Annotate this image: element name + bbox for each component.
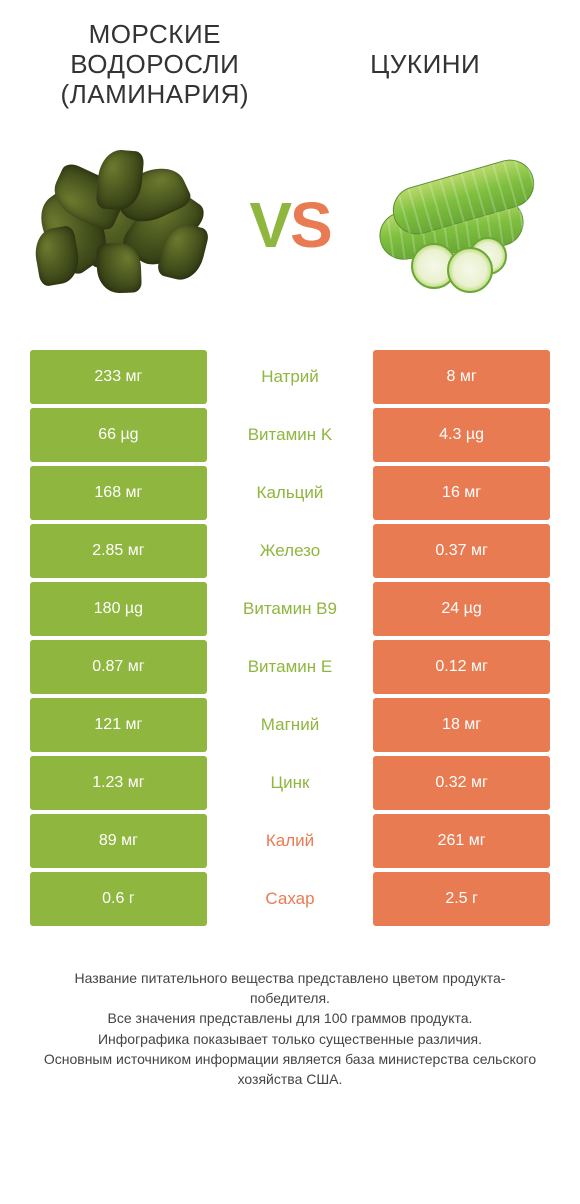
table-row: 180 µgВитамин B924 µg	[30, 582, 550, 636]
footer-line-4: Основным источником информации является …	[42, 1049, 538, 1090]
nutrient-label: Витамин B9	[207, 582, 373, 636]
value-left: 233 мг	[30, 350, 207, 404]
value-left: 1.23 мг	[30, 756, 207, 810]
seaweed-icon	[36, 150, 211, 300]
value-right: 16 мг	[373, 466, 550, 520]
value-left: 0.6 г	[30, 872, 207, 926]
table-row: 0.87 мгВитамин E0.12 мг	[30, 640, 550, 694]
nutrient-label: Кальций	[207, 466, 373, 520]
value-right: 4.3 µg	[373, 408, 550, 462]
title-right: ЦУКИНИ	[300, 50, 550, 80]
infographic-wrap: МОРСКИЕ ВОДОРОСЛИ (ЛАМИНАРИЯ) ЦУКИНИ V S	[0, 0, 580, 1089]
zucchini-icon	[371, 155, 541, 295]
value-left: 180 µg	[30, 582, 207, 636]
value-right: 8 мг	[373, 350, 550, 404]
nutrient-label: Магний	[207, 698, 373, 752]
vs-s: S	[290, 188, 331, 262]
nutrient-label: Витамин K	[207, 408, 373, 462]
nutrient-label: Железо	[207, 524, 373, 578]
value-left: 89 мг	[30, 814, 207, 868]
nutrient-table: 233 мгНатрий8 мг66 µgВитамин K4.3 µg168 …	[30, 350, 550, 926]
footer-line-1: Название питательного вещества представл…	[42, 968, 538, 1009]
vs-v: V	[249, 188, 290, 262]
nutrient-label: Цинк	[207, 756, 373, 810]
title-left: МОРСКИЕ ВОДОРОСЛИ (ЛАМИНАРИЯ)	[30, 20, 280, 110]
image-row: V S	[30, 130, 550, 320]
footer-line-3: Инфографика показывает только существенн…	[42, 1029, 538, 1049]
image-left-cell	[30, 150, 217, 300]
footer-line-2: Все значения представлены для 100 граммо…	[42, 1008, 538, 1028]
value-left: 168 мг	[30, 466, 207, 520]
value-right: 2.5 г	[373, 872, 550, 926]
vs-cell: V S	[217, 188, 363, 262]
table-row: 233 мгНатрий8 мг	[30, 350, 550, 404]
table-row: 168 мгКальций16 мг	[30, 466, 550, 520]
nutrient-label: Витамин E	[207, 640, 373, 694]
value-left: 0.87 мг	[30, 640, 207, 694]
value-left: 66 µg	[30, 408, 207, 462]
vs-text: V S	[249, 188, 330, 262]
value-right: 24 µg	[373, 582, 550, 636]
table-row: 1.23 мгЦинк0.32 мг	[30, 756, 550, 810]
value-left: 2.85 мг	[30, 524, 207, 578]
nutrient-label: Калий	[207, 814, 373, 868]
value-left: 121 мг	[30, 698, 207, 752]
footer-notes: Название питательного вещества представл…	[30, 968, 550, 1090]
value-right: 0.12 мг	[373, 640, 550, 694]
image-right-cell	[363, 155, 550, 295]
table-row: 0.6 гСахар2.5 г	[30, 872, 550, 926]
nutrient-label: Сахар	[207, 872, 373, 926]
value-right: 261 мг	[373, 814, 550, 868]
value-right: 0.37 мг	[373, 524, 550, 578]
table-row: 121 мгМагний18 мг	[30, 698, 550, 752]
value-right: 0.32 мг	[373, 756, 550, 810]
table-row: 66 µgВитамин K4.3 µg	[30, 408, 550, 462]
table-row: 2.85 мгЖелезо0.37 мг	[30, 524, 550, 578]
nutrient-label: Натрий	[207, 350, 373, 404]
value-right: 18 мг	[373, 698, 550, 752]
table-row: 89 мгКалий261 мг	[30, 814, 550, 868]
titles-row: МОРСКИЕ ВОДОРОСЛИ (ЛАМИНАРИЯ) ЦУКИНИ	[30, 20, 550, 110]
